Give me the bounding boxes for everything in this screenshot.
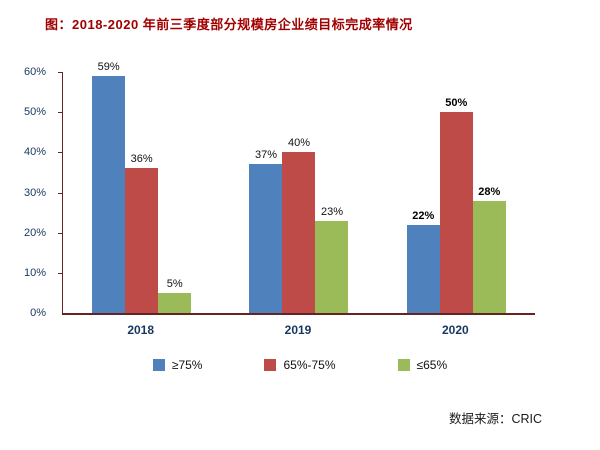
y-tick-label: 40% [23, 146, 46, 159]
y-axis-labels: 0% 10% 20% 30% 40% 50% 60% [0, 66, 56, 319]
bar-wrap: 36% [125, 153, 159, 313]
y-tick-mark [58, 192, 63, 194]
bar-wrap: 37% [249, 149, 283, 313]
legend-item: ≥75% [152, 358, 203, 372]
bar [282, 152, 316, 313]
legend-label: 65%-75% [283, 358, 336, 372]
legend-swatch [264, 359, 277, 371]
bar-wrap: 5% [158, 278, 192, 313]
bar [158, 292, 192, 313]
y-tick-label: 20% [23, 226, 46, 239]
plot-area: 59% 36% 5% 37% 40% 23% 22% 50% 28% [58, 61, 535, 315]
x-axis-label: 2020 [441, 323, 469, 337]
y-tick-label: 50% [23, 106, 46, 119]
y-tick-mark [58, 272, 63, 274]
bar-wrap: 50% [439, 97, 473, 313]
bar [439, 112, 473, 313]
bar [315, 220, 349, 313]
legend-item: 65%-75% [264, 358, 336, 372]
x-axis-label: 2018 [127, 323, 155, 337]
bar-groups: 59% 36% 5% 37% 40% 23% 22% 50% 28% [63, 61, 535, 313]
bar-wrap: 40% [282, 137, 316, 313]
bar-wrap: 22% [406, 210, 440, 313]
y-tick-label: 10% [23, 266, 46, 279]
bar-value-label: 59% [97, 61, 120, 74]
bar-value-label: 40% [287, 137, 310, 150]
bar-value-label: 5% [166, 277, 183, 290]
bar-group: 22% 50% 28% [406, 97, 506, 313]
bar-wrap: 28% [472, 186, 506, 313]
y-tick-label: 0% [30, 307, 46, 319]
bar-value-label: 37% [254, 149, 277, 162]
y-tick-label: 30% [23, 186, 46, 199]
legend-label: ≥75% [171, 358, 203, 372]
bar-value-label: 36% [130, 153, 153, 166]
bar-value-label: 22% [412, 209, 435, 222]
bar-wrap: 59% [92, 61, 126, 313]
bar-wrap: 23% [315, 206, 349, 313]
bar-value-label: 23% [320, 205, 343, 218]
y-tick-label: 60% [23, 66, 46, 78]
bar [125, 168, 159, 313]
y-tick-mark [58, 152, 63, 154]
legend-swatch [152, 359, 165, 371]
bar-group: 59% 36% 5% [92, 61, 192, 313]
bar-group: 37% 40% 23% [249, 137, 349, 313]
bar [92, 76, 126, 313]
bar [249, 164, 283, 313]
bar-value-label: 50% [445, 97, 468, 110]
x-axis-label: 2019 [284, 323, 312, 337]
legend-item: ≤65% [397, 358, 448, 372]
bar [472, 200, 506, 313]
bar-value-label: 28% [478, 185, 501, 198]
data-source: 数据来源：CRIC [448, 412, 542, 426]
chart-title: 图：2018-2020 年前三季度部分规模房企业绩目标完成率情况 [45, 17, 413, 32]
bar [406, 224, 440, 313]
y-tick-mark [58, 112, 63, 114]
legend-swatch [397, 359, 410, 371]
y-tick-mark [58, 232, 63, 234]
legend-label: ≤65% [416, 358, 448, 372]
y-tick-mark [58, 72, 63, 73]
legend: ≥75% 65%-75% ≤65% [0, 358, 600, 372]
x-axis-labels: 2018 2019 2020 [62, 323, 534, 337]
